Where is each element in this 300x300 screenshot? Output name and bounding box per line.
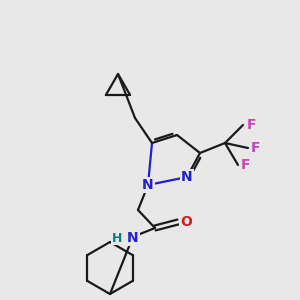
Text: F: F	[246, 118, 256, 132]
Text: H: H	[112, 232, 122, 244]
Text: O: O	[180, 215, 192, 229]
Text: N: N	[127, 231, 139, 245]
Text: F: F	[241, 158, 251, 172]
Text: N: N	[181, 170, 193, 184]
Text: F: F	[251, 141, 261, 155]
Text: N: N	[142, 178, 154, 192]
